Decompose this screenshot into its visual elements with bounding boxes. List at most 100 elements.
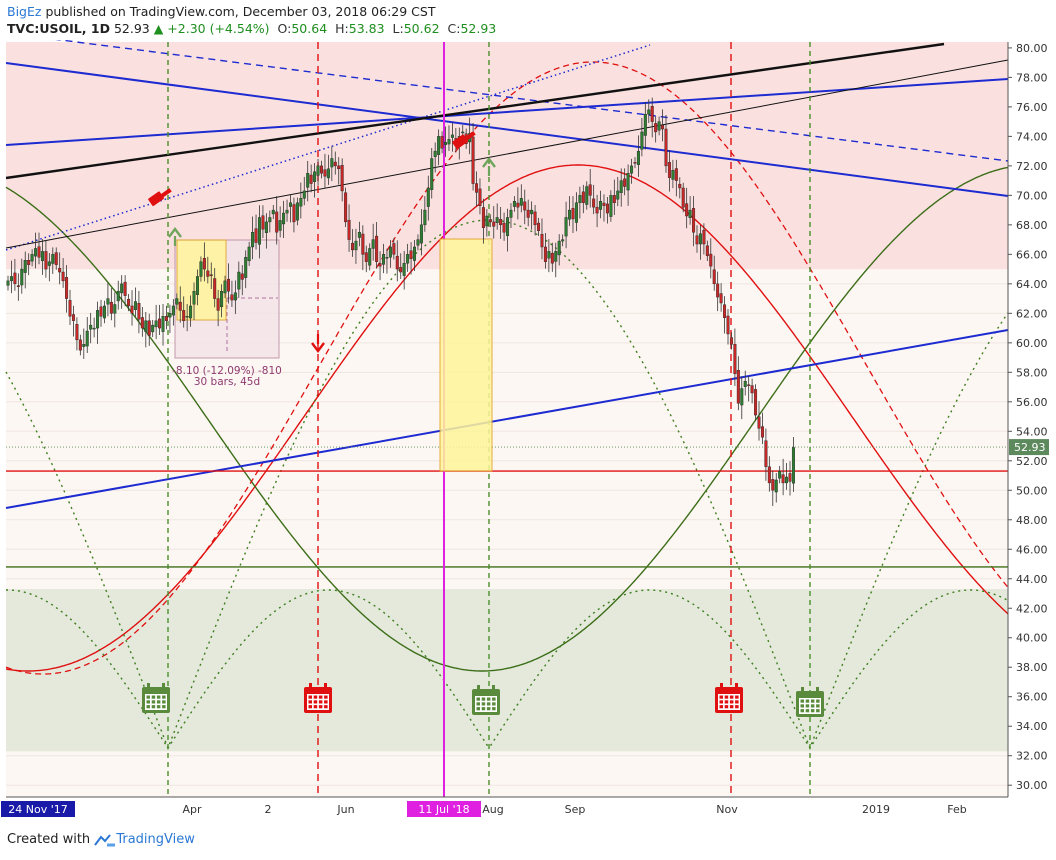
candle[interactable] xyxy=(164,305,168,330)
candle[interactable] xyxy=(75,317,79,351)
candle[interactable] xyxy=(368,243,372,271)
candle[interactable] xyxy=(78,334,82,356)
candle[interactable] xyxy=(337,157,341,185)
candle[interactable] xyxy=(299,182,303,219)
candle[interactable] xyxy=(295,197,299,226)
candle[interactable] xyxy=(316,158,320,186)
candle[interactable] xyxy=(178,286,182,323)
candle[interactable] xyxy=(726,309,730,345)
candle[interactable] xyxy=(9,260,13,294)
candle[interactable] xyxy=(271,204,275,220)
candle[interactable] xyxy=(788,461,792,496)
candle[interactable] xyxy=(543,232,547,269)
candle[interactable] xyxy=(667,150,671,192)
candle[interactable] xyxy=(698,224,702,260)
candle[interactable] xyxy=(20,258,24,294)
candle[interactable] xyxy=(213,268,217,308)
candle[interactable] xyxy=(127,294,131,312)
candle[interactable] xyxy=(499,207,503,239)
candle[interactable] xyxy=(54,247,58,270)
candle[interactable] xyxy=(409,242,413,275)
candle[interactable] xyxy=(175,293,179,310)
candle[interactable] xyxy=(34,232,38,269)
candle[interactable] xyxy=(147,313,151,346)
candle[interactable] xyxy=(6,275,10,291)
candle[interactable] xyxy=(647,99,651,123)
candle[interactable] xyxy=(705,240,709,261)
candle[interactable] xyxy=(109,288,113,321)
candle[interactable] xyxy=(636,135,640,177)
candle[interactable] xyxy=(330,146,334,182)
candle[interactable] xyxy=(492,206,496,239)
candle[interactable] xyxy=(244,250,248,289)
candle[interactable] xyxy=(547,239,551,273)
candle[interactable] xyxy=(85,317,89,353)
candle[interactable] xyxy=(537,217,541,236)
price-axis[interactable]: 30.00 32.00 34.00 36.00 38.00 40.00 42.00 44.00… xyxy=(1007,42,1056,797)
candle[interactable] xyxy=(778,465,782,484)
candle[interactable] xyxy=(44,240,48,278)
candle[interactable] xyxy=(385,248,389,274)
candle[interactable] xyxy=(475,171,479,207)
candle[interactable] xyxy=(257,205,261,259)
candle[interactable] xyxy=(791,437,795,492)
candle[interactable] xyxy=(450,122,454,152)
candle[interactable] xyxy=(344,187,348,228)
candle[interactable] xyxy=(571,196,575,233)
candle[interactable] xyxy=(729,332,733,350)
candle[interactable] xyxy=(523,189,527,225)
candle[interactable] xyxy=(630,158,634,184)
candle[interactable] xyxy=(382,243,386,274)
candle[interactable] xyxy=(760,412,764,445)
candle[interactable] xyxy=(736,356,740,411)
candle[interactable] xyxy=(71,305,75,337)
candle[interactable] xyxy=(623,168,627,196)
candle[interactable] xyxy=(495,203,499,230)
candle[interactable] xyxy=(220,284,224,318)
candle[interactable] xyxy=(605,196,609,224)
candle[interactable] xyxy=(650,97,654,138)
candle[interactable] xyxy=(189,295,193,327)
candle[interactable] xyxy=(82,328,86,359)
candle[interactable] xyxy=(68,289,72,325)
candle[interactable] xyxy=(643,102,647,150)
candle[interactable] xyxy=(278,206,282,238)
candle[interactable] xyxy=(519,184,523,213)
candle[interactable] xyxy=(199,256,203,282)
candle[interactable] xyxy=(516,187,520,220)
candle[interactable] xyxy=(392,238,396,260)
candle[interactable] xyxy=(113,292,117,328)
candle[interactable] xyxy=(533,204,537,236)
candle[interactable] xyxy=(230,280,234,307)
candle[interactable] xyxy=(192,282,196,320)
candle[interactable] xyxy=(185,304,189,332)
candle[interactable] xyxy=(161,304,165,346)
candle[interactable] xyxy=(137,291,141,334)
candle[interactable] xyxy=(282,200,286,238)
candle[interactable] xyxy=(612,179,616,215)
candle[interactable] xyxy=(195,269,199,306)
candle[interactable] xyxy=(102,300,106,324)
candle[interactable] xyxy=(306,161,310,202)
candle[interactable] xyxy=(395,240,399,282)
candle[interactable] xyxy=(202,242,206,282)
candle[interactable] xyxy=(719,283,723,312)
candle[interactable] xyxy=(364,245,368,273)
candle[interactable] xyxy=(302,176,306,206)
candle[interactable] xyxy=(326,154,330,185)
candle[interactable] xyxy=(426,175,430,221)
candle[interactable] xyxy=(23,251,27,289)
candle[interactable] xyxy=(13,258,17,291)
candle[interactable] xyxy=(430,148,434,199)
candle[interactable] xyxy=(154,304,158,340)
candle[interactable] xyxy=(485,209,489,237)
candle[interactable] xyxy=(361,225,365,271)
candle[interactable] xyxy=(47,253,51,282)
candle[interactable] xyxy=(151,319,155,338)
candle[interactable] xyxy=(764,428,768,481)
candle[interactable] xyxy=(502,212,506,241)
candle[interactable] xyxy=(550,242,554,272)
candle[interactable] xyxy=(530,201,534,230)
candle[interactable] xyxy=(557,234,561,266)
candle[interactable] xyxy=(685,187,689,229)
